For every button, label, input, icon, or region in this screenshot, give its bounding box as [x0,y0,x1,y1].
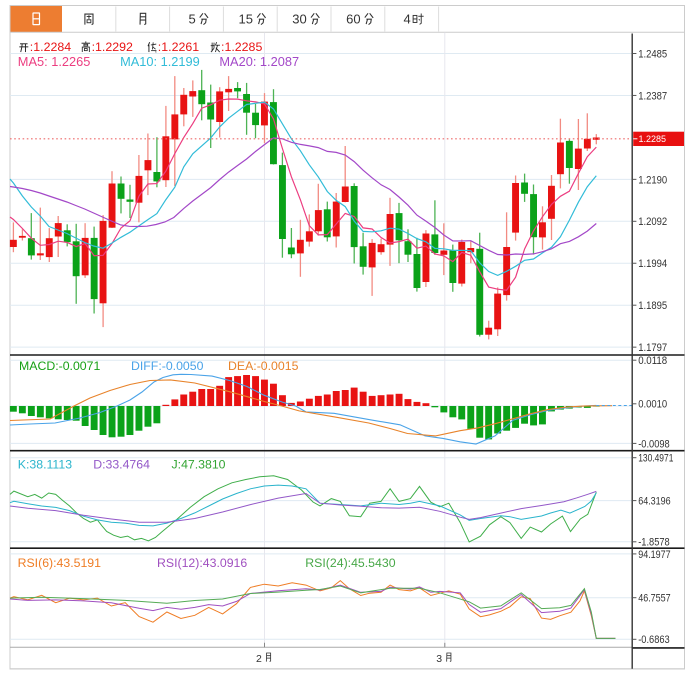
svg-text:RSI(12):43.0916: RSI(12):43.0916 [157,556,247,570]
svg-text:4: 4 [404,12,411,27]
svg-text:1.2285: 1.2285 [639,134,667,144]
svg-text:2: 2 [256,653,262,665]
svg-text:1.1797: 1.1797 [638,342,667,354]
svg-text:1.2190: 1.2190 [638,174,667,186]
svg-text:30: 30 [292,12,306,27]
svg-text:46.7557: 46.7557 [638,593,671,605]
svg-text::1.2285: :1.2285 [221,40,262,54]
svg-text:RSI(6):43.5191: RSI(6):43.5191 [18,556,102,570]
svg-text:DEA:-0.0015: DEA:-0.0015 [228,359,299,373]
svg-text:-0.6863: -0.6863 [638,634,670,646]
svg-text:0.0118: 0.0118 [638,355,667,367]
svg-text:J:47.3810: J:47.3810 [172,458,226,472]
svg-text:1.2485: 1.2485 [638,48,667,60]
svg-text:MACD:-0.0071: MACD:-0.0071 [19,359,100,373]
svg-text:60: 60 [346,12,360,27]
svg-text:MA10: 1.2199: MA10: 1.2199 [120,54,200,69]
svg-text::1.2261: :1.2261 [158,40,199,54]
svg-text:DIFF:-0.0050: DIFF:-0.0050 [131,359,204,373]
svg-text:D:33.4764: D:33.4764 [93,458,150,472]
svg-text::1.2284: :1.2284 [30,40,71,54]
svg-text:1.2092: 1.2092 [638,216,667,228]
svg-text:5: 5 [189,12,196,27]
svg-text:3: 3 [436,653,442,665]
svg-text:64.3196: 64.3196 [638,496,671,508]
svg-text:RSI(24):45.5430: RSI(24):45.5430 [305,556,395,570]
svg-text:1.2387: 1.2387 [638,90,667,102]
svg-text:94.1977: 94.1977 [638,549,671,561]
svg-text:130.4971: 130.4971 [638,453,673,465]
svg-text:MA5: 1.2265: MA5: 1.2265 [18,54,91,69]
svg-text:MA20: 1.2087: MA20: 1.2087 [219,54,299,69]
svg-text:1.1895: 1.1895 [638,300,667,312]
svg-text:0.0010: 0.0010 [638,399,667,411]
svg-text:1.1994: 1.1994 [638,258,667,270]
svg-text:-1.8578: -1.8578 [638,537,670,549]
svg-text:15: 15 [239,12,253,27]
svg-text:-0.0098: -0.0098 [638,438,670,450]
svg-text::1.2292: :1.2292 [92,40,133,54]
svg-text:K:38.1113: K:38.1113 [18,458,72,472]
